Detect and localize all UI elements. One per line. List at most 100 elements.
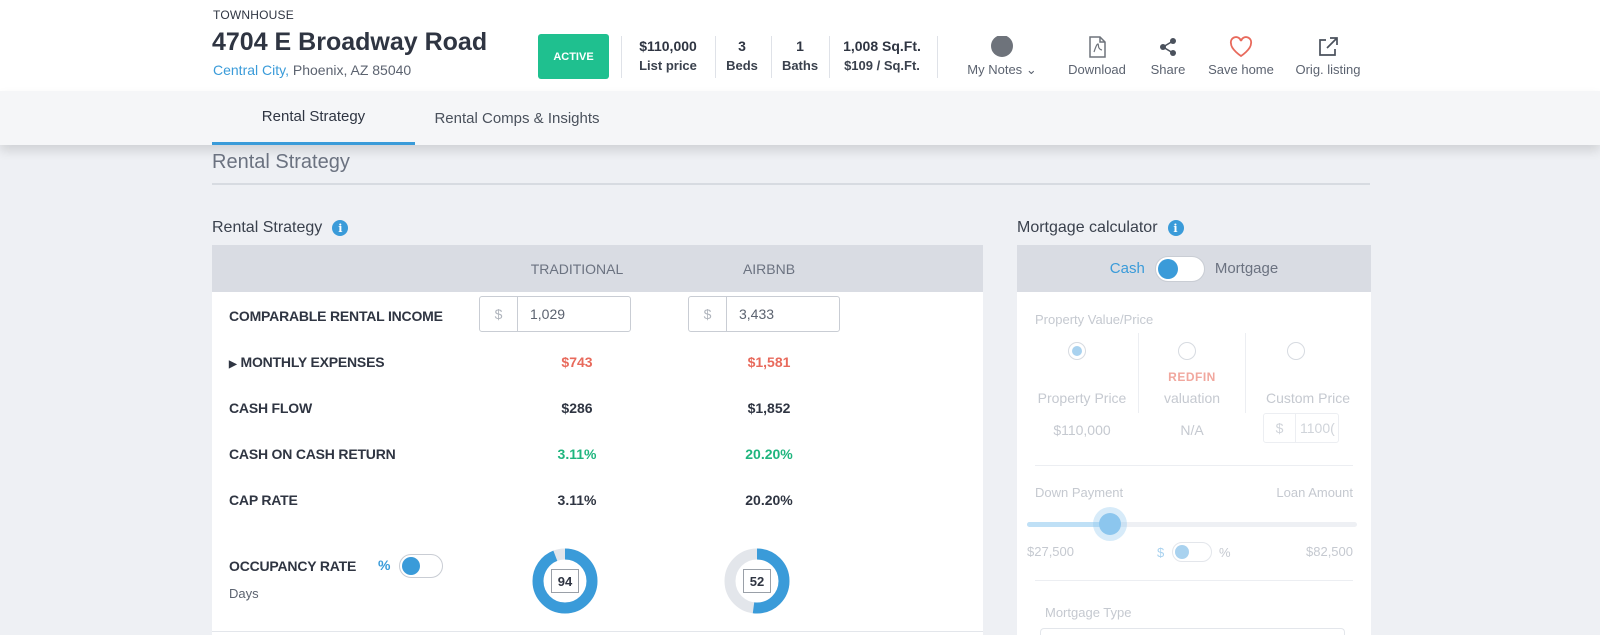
caret-right-icon: ▶ <box>229 359 237 370</box>
amount-unit-toggle[interactable] <box>1172 542 1212 562</box>
download-button[interactable]: Download <box>1064 36 1130 77</box>
rental-panel-title: Rental Strategy <box>212 219 323 236</box>
stat-list-price: $110,000 List price <box>632 38 704 73</box>
pdf-icon <box>1064 36 1130 58</box>
monthly-expenses-toggle[interactable]: ▶ MONTHLY EXPENSES <box>229 354 385 370</box>
stat-label: Baths <box>781 58 819 73</box>
property-address: 4704 E Broadway Road <box>212 28 488 56</box>
rental-strategy-table: TRADITIONAL AIRBNB COMPARABLE RENTAL INC… <box>212 245 983 635</box>
toggle-knob <box>402 557 420 575</box>
divider <box>715 36 716 78</box>
tab-bar: Rental Strategy Rental Comps & Insights <box>0 91 1600 145</box>
tab-rental-strategy[interactable]: Rental Strategy <box>212 91 415 145</box>
share-button[interactable]: Share <box>1146 36 1190 77</box>
down-payment-slider-handle[interactable] <box>1098 513 1121 535</box>
custom-price-label: Custom Price <box>1265 390 1351 406</box>
toggle-knob <box>1175 545 1189 559</box>
down-payment-slider-track[interactable] <box>1027 522 1357 527</box>
redfin-logo: REDFIN <box>1168 370 1216 384</box>
airbnb-income-value: 3,433 <box>739 306 775 322</box>
toggle-knob <box>1157 258 1178 279</box>
mortgage-calculator: Cash Mortgage Property Value/Price Prope… <box>1017 245 1371 635</box>
currency-symbol: $ <box>689 297 727 331</box>
divider <box>621 36 622 78</box>
airbnb-coc: 20.20% <box>745 446 793 462</box>
custom-price-value: 1100( <box>1300 420 1335 436</box>
airbnb-income-input[interactable]: $ 3,433 <box>688 296 840 332</box>
section-title: Rental Strategy <box>212 151 350 173</box>
share-label: Share <box>1150 62 1186 77</box>
mortgage-type-select[interactable] <box>1040 628 1345 635</box>
traditional-cash-flow: $286 <box>561 400 593 416</box>
row-label-occupancy: OCCUPANCY RATE <box>229 558 357 574</box>
traditional-occupancy-donut: 94 <box>532 548 598 614</box>
notes-dot-icon <box>962 35 1042 58</box>
traditional-coc: 3.11% <box>557 446 597 462</box>
percent-unit[interactable]: % <box>1219 545 1231 560</box>
option-divider <box>1138 333 1139 413</box>
location-rest: Phoenix, AZ 85040 <box>292 62 412 78</box>
row-label-rental-income: COMPARABLE RENTAL INCOME <box>229 308 443 324</box>
down-payment-value: $27,500 <box>1027 544 1074 559</box>
divider <box>1035 580 1353 581</box>
custom-price-input[interactable]: $ 1100( <box>1263 413 1339 443</box>
save-home-button[interactable]: Save home <box>1205 36 1277 77</box>
share-icon <box>1146 36 1190 58</box>
custom-price-radio[interactable] <box>1287 342 1305 360</box>
property-type: TOWNHOUSE <box>213 8 294 22</box>
row-label-cap-rate: CAP RATE <box>229 492 298 508</box>
loan-amount-label: Loan Amount <box>1276 485 1353 500</box>
occupancy-days-unit: Days <box>229 586 259 601</box>
cash-mortgage-toggle[interactable] <box>1154 255 1205 282</box>
traditional-income-input[interactable]: $ 1,029 <box>479 296 631 332</box>
orig-listing-button[interactable]: Orig. listing <box>1290 36 1366 77</box>
stat-label: Beds <box>726 58 758 73</box>
column-header-airbnb: AIRBNB <box>742 260 796 277</box>
my-notes-button[interactable]: My Notes ⌄ <box>962 35 1042 78</box>
redfin-valuation-label: valuation <box>1163 390 1221 406</box>
property-price-value: $110,000 <box>1053 422 1111 438</box>
my-notes-text: My Notes <box>967 62 1023 77</box>
rental-panel-label: Rental Strategy i <box>212 219 349 237</box>
traditional-cap-rate: 3.11% <box>557 492 597 508</box>
currency-symbol: $ <box>480 297 518 331</box>
chevron-down-icon: ⌄ <box>1025 62 1037 77</box>
occupancy-unit-toggle[interactable] <box>399 554 443 578</box>
traditional-expenses: $743 <box>561 354 593 370</box>
info-icon[interactable]: i <box>332 220 349 236</box>
divider <box>771 36 772 78</box>
row-divider <box>212 631 983 632</box>
donut-chart <box>532 548 598 614</box>
property-location: Central City, Phoenix, AZ 85040 <box>213 62 411 78</box>
cash-label[interactable]: Cash <box>1109 260 1145 277</box>
stat-baths: 1 Baths <box>778 38 822 73</box>
stat-label: $109 / Sq.Ft. <box>844 58 920 73</box>
traditional-occupancy-value: 94 <box>551 569 579 593</box>
property-header: TOWNHOUSE 4704 E Broadway Road Central C… <box>0 0 1600 91</box>
column-header-traditional: TRADITIONAL <box>530 260 624 277</box>
row-label-cash-on-cash: CASH ON CASH RETURN <box>229 446 396 462</box>
donut-fill <box>724 548 790 614</box>
stat-value: 1 <box>796 38 804 54</box>
redfin-valuation-radio[interactable] <box>1178 342 1196 360</box>
stat-value: 1,008 Sq.Ft. <box>843 38 921 54</box>
property-value-label: Property Value/Price <box>1035 312 1154 327</box>
city-link[interactable]: Central City, <box>213 62 289 78</box>
tab-rental-comps[interactable]: Rental Comps & Insights <box>434 109 600 127</box>
row-label-monthly-expenses: MONTHLY EXPENSES <box>240 354 385 370</box>
loan-amount-value: $82,500 <box>1306 544 1353 559</box>
info-icon[interactable]: i <box>1167 220 1184 236</box>
stat-label: List price <box>639 58 697 73</box>
mortgage-label[interactable]: Mortgage <box>1214 260 1279 277</box>
occupancy-percent-unit: % <box>378 557 391 573</box>
mortgage-type-label: Mortgage Type <box>1045 605 1132 620</box>
airbnb-occupancy-value: 52 <box>743 569 771 593</box>
option-divider <box>1245 333 1246 413</box>
donut-chart <box>724 548 790 614</box>
save-home-label: Save home <box>1208 62 1274 77</box>
redfin-valuation-value: N/A <box>1180 422 1204 438</box>
dollar-unit[interactable]: $ <box>1157 545 1165 560</box>
airbnb-cap-rate: 20.20% <box>745 492 793 508</box>
status-badge: ACTIVE <box>538 34 609 79</box>
property-price-radio[interactable] <box>1068 342 1086 360</box>
